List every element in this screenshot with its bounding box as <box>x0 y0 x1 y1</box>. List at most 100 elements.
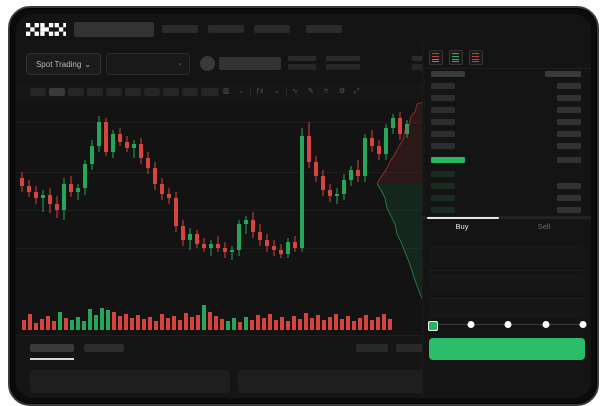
timeframe-button-6[interactable] <box>144 88 160 96</box>
orderbook-bid-price-2[interactable] <box>431 195 455 201</box>
orderbook-ask-amount-4[interactable] <box>557 131 581 137</box>
orderbook-last-amount[interactable] <box>557 157 581 163</box>
action-cancel-all[interactable] <box>396 344 428 352</box>
nav-item-derivatives[interactable] <box>254 25 290 33</box>
nav-item-markets[interactable] <box>162 25 198 33</box>
search-input[interactable] <box>74 22 154 37</box>
volume-series <box>16 300 423 330</box>
orderbook-bid-price-3[interactable] <box>431 207 455 213</box>
chevron-down-icon-1[interactable]: ⌄ <box>238 88 244 95</box>
orderbook-bid-price-1[interactable] <box>431 183 455 189</box>
candle <box>223 100 227 280</box>
candle <box>258 100 262 280</box>
price-chart[interactable] <box>16 100 423 336</box>
orderbook-ask-price-1[interactable] <box>431 95 455 101</box>
orderbook-ask-price-0[interactable] <box>431 83 455 89</box>
orderbook-mode-both[interactable] <box>429 50 443 65</box>
volume-bar <box>52 321 56 330</box>
market-type-dropdown[interactable]: Spot Trading ⌄ <box>26 53 101 75</box>
tab-open-orders[interactable] <box>30 344 74 352</box>
bottom-field-left[interactable] <box>30 370 230 393</box>
orderbook-ask-price-2[interactable] <box>431 107 455 113</box>
timeframe-button-8[interactable] <box>182 88 198 96</box>
candle <box>272 100 276 280</box>
tab-order-history[interactable] <box>84 344 124 352</box>
orderbook-bid-amount-3[interactable] <box>557 207 581 213</box>
amount-percent-slider[interactable] <box>428 320 587 331</box>
candle <box>356 100 360 280</box>
timeframe-button-7[interactable] <box>163 88 179 96</box>
pair-selector[interactable]: ⌄ <box>106 53 190 75</box>
timeframe-button-1[interactable] <box>49 88 65 96</box>
slider-stop-0[interactable] <box>428 320 438 331</box>
timeframe-button-0[interactable] <box>30 88 46 96</box>
orderbook-ask-price-3[interactable] <box>431 119 455 125</box>
candle <box>286 100 290 280</box>
volume-bar <box>310 318 314 330</box>
orderbook-ask-amount-0[interactable] <box>557 83 581 89</box>
candle-type-icon[interactable]: ▥ <box>223 88 230 95</box>
orderbook-ask-amount-3[interactable] <box>557 119 581 125</box>
gridline-3 <box>16 248 423 249</box>
timeframe-button-4[interactable] <box>106 88 122 96</box>
slider-stop-100[interactable] <box>579 321 587 328</box>
orderbook-rows[interactable] <box>423 71 591 213</box>
candle <box>307 100 311 280</box>
tab-buy[interactable]: Buy <box>455 222 469 231</box>
tab-sell[interactable]: Sell <box>537 222 551 231</box>
nav-item-trade[interactable] <box>208 25 244 33</box>
volume-bar <box>268 314 272 330</box>
timeframe-button-3[interactable] <box>87 88 103 96</box>
slider-stop-25[interactable] <box>467 321 474 328</box>
drawing-pencil-icon[interactable]: ✎ <box>308 88 314 95</box>
indicators-icon[interactable]: ƒx <box>256 88 264 95</box>
order-type-field[interactable] <box>429 246 585 264</box>
volume-bar <box>160 314 164 330</box>
timeframe-button-9[interactable] <box>201 88 217 96</box>
price-field[interactable] <box>429 274 585 292</box>
top-navigation-bar <box>16 14 591 44</box>
buy-submit-button[interactable] <box>429 338 585 360</box>
line-tool-icon[interactable]: ∿ <box>292 88 298 95</box>
orderbook-bid-price-0[interactable] <box>431 171 455 177</box>
orderbook-header-amount[interactable] <box>545 71 581 77</box>
market-type-label: Spot Trading <box>35 59 82 69</box>
camera-icon[interactable]: ⌾ <box>324 88 329 95</box>
volume-bar <box>154 321 158 330</box>
orderbook-header-price[interactable] <box>431 71 465 77</box>
chevron-down-icon-2[interactable]: ⌄ <box>274 88 280 95</box>
orderbook-bid-amount-2[interactable] <box>557 195 581 201</box>
candle <box>27 100 31 280</box>
candle <box>48 100 52 280</box>
candle <box>153 100 157 280</box>
orderbook-ask-amount-2[interactable] <box>557 107 581 113</box>
volume-bar <box>208 312 212 330</box>
orderbook-last-price[interactable] <box>431 157 465 163</box>
orderbook-ask-amount-1[interactable] <box>557 95 581 101</box>
volume-bar <box>232 318 236 330</box>
bottom-field-right[interactable] <box>238 370 434 393</box>
timeframe-button-2[interactable] <box>68 88 84 96</box>
amount-field[interactable] <box>429 300 585 318</box>
orderbook-mode-bids[interactable] <box>449 50 463 65</box>
action-hide-other-pairs[interactable] <box>356 344 388 352</box>
fullscreen-icon[interactable]: ⤢ <box>354 88 360 95</box>
okx-logo-icon[interactable] <box>26 23 66 36</box>
candlestick-series <box>16 100 423 280</box>
stat-last-price <box>288 56 316 70</box>
orderbook-ask-amount-5[interactable] <box>557 143 581 149</box>
nav-item-earn[interactable] <box>306 25 342 33</box>
settings-gear-icon[interactable]: ⚙ <box>339 88 346 95</box>
candle <box>321 100 325 280</box>
slider-stop-75[interactable] <box>542 321 549 328</box>
orders-panel <box>16 335 434 398</box>
timeframe-button-5[interactable] <box>125 88 141 96</box>
volume-bar <box>256 315 260 330</box>
orderbook-bid-amount-1[interactable] <box>557 183 581 189</box>
slider-stop-50[interactable] <box>504 321 512 328</box>
orderbook-mode-asks[interactable] <box>469 50 483 65</box>
candle <box>125 100 129 280</box>
orderbook-ask-price-4[interactable] <box>431 131 455 137</box>
orderbook-ask-price-5[interactable] <box>431 143 455 149</box>
volume-bar <box>46 316 50 330</box>
